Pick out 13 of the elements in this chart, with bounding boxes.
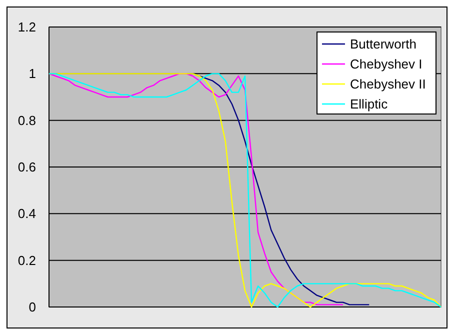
legend-label: Elliptic bbox=[350, 96, 388, 112]
y-tick-label: 0.4 bbox=[18, 206, 36, 222]
legend-label: Chebyshev I bbox=[350, 56, 422, 72]
y-tick-label: 0.2 bbox=[18, 252, 36, 268]
line-series bbox=[48, 73, 344, 306]
y-tick-label: 0.8 bbox=[18, 112, 36, 128]
y-tick-label: 1.2 bbox=[18, 20, 36, 35]
y-tick-label: 0 bbox=[28, 300, 36, 315]
line-series bbox=[48, 73, 442, 308]
y-tick-label: 1 bbox=[28, 66, 36, 82]
y-tick-label: 0.6 bbox=[18, 160, 36, 175]
legend-label: Butterworth bbox=[350, 36, 416, 52]
legend-label: Chebyshev II bbox=[350, 76, 426, 92]
